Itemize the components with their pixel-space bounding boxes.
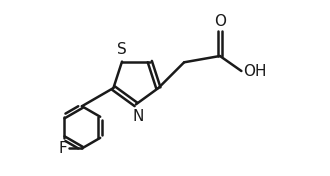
Text: N: N [132,109,144,124]
Text: O: O [214,14,226,29]
Text: S: S [117,42,127,57]
Text: OH: OH [243,64,266,78]
Text: F: F [59,141,68,156]
